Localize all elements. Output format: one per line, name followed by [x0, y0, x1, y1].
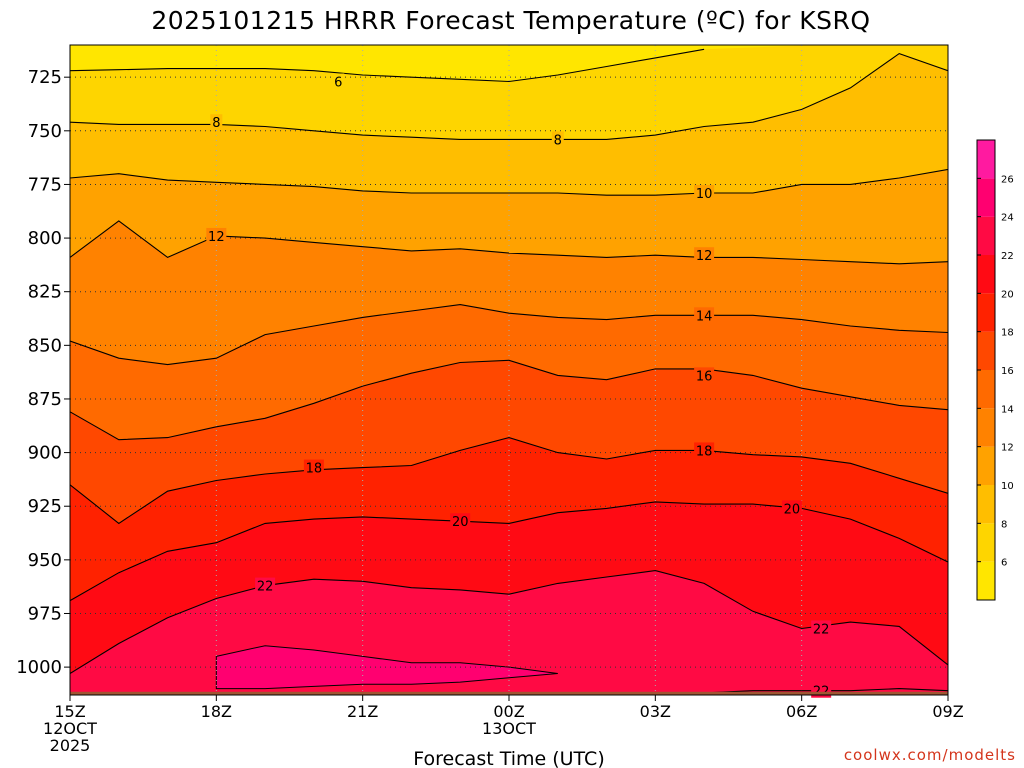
contour-label-bg [811, 620, 832, 636]
contour-label-bg [694, 442, 715, 458]
y-tick-label: 900 [28, 443, 62, 464]
colorbar-band [977, 370, 995, 409]
contour-label: 22 [257, 580, 274, 595]
colorbar-tick-label: 12 [1001, 443, 1014, 454]
colorbar-band [977, 178, 995, 217]
y-tick-label: 750 [28, 121, 62, 142]
x-tick-label: 12OCT [43, 719, 97, 738]
fill-band-24 [215, 645, 558, 690]
x-axis-label: Forecast Time (UTC) [413, 748, 604, 768]
x-tick-label: 21Z [347, 702, 378, 721]
contour-label: 12 [696, 249, 713, 264]
colorbar-band [977, 255, 995, 294]
colorbar-tick-label: 16 [1001, 366, 1014, 377]
x-tick-label: 06Z [786, 702, 817, 721]
colorbar-tick-label: 24 [1001, 213, 1014, 224]
colorbar-tick-label: 8 [1001, 519, 1007, 530]
contour-label-bg [551, 131, 564, 147]
contour-label-bg [206, 227, 227, 243]
y-tick-label: 950 [28, 550, 62, 571]
x-tick-label: 2025 [50, 736, 91, 755]
colorbar-tick-label: 26 [1001, 174, 1014, 185]
contour-label-bg [255, 577, 276, 593]
colorbar-band [977, 140, 995, 179]
colorbar-band [977, 331, 995, 370]
contour-line-22 [70, 570, 948, 674]
contour-label-bg [781, 500, 802, 516]
y-axis: 725 750 775 800 825 850 875 900 925 950 975 1000 [16, 67, 70, 678]
colorbar-tick-label: 14 [1001, 404, 1014, 415]
colorbar-band [977, 293, 995, 332]
x-tick-label: 18Z [201, 702, 232, 721]
contour-label: 10 [696, 187, 713, 202]
y-tick-label: 1000 [16, 657, 62, 678]
contour-label-bg [450, 513, 471, 529]
x-tick-label: 15Z [54, 702, 85, 721]
contour-label: 8 [554, 133, 562, 148]
colorbar-band [977, 561, 995, 600]
y-tick-label: 775 [28, 174, 62, 195]
y-tick-label: 925 [28, 496, 62, 517]
contour-line-18 [70, 437, 948, 525]
y-tick-label: 800 [28, 228, 62, 249]
x-tick-label: 09Z [932, 702, 963, 721]
source-credit: coolwx.com/modelts [844, 746, 1016, 764]
ground-layer [70, 691, 948, 695]
contour-label: 16 [696, 369, 713, 384]
y-tick-label: 850 [28, 335, 62, 356]
grid-layer [70, 45, 948, 695]
contour-line-16 [70, 359, 948, 441]
contour-label-bg [694, 367, 715, 383]
contour-label: 18 [696, 444, 713, 459]
contour-label: 20 [452, 515, 469, 530]
contour-label-bg [694, 185, 715, 201]
contour-label-bg [210, 114, 223, 130]
chart-title: 2025101215 HRRR Forecast Temperature (ºC… [151, 6, 870, 35]
colorbar-tick-label: 22 [1001, 251, 1014, 262]
colorbar-band [977, 523, 995, 562]
colorbar-tick-label: 20 [1001, 289, 1014, 300]
contour-line-10 [70, 168, 948, 196]
contour-label-bg [694, 307, 715, 323]
x-tick-label: 13OCT [482, 719, 536, 738]
contour-line-14 [70, 304, 948, 366]
colorbar-tick-label: 10 [1001, 481, 1014, 492]
contour-label-bg [303, 459, 324, 475]
y-tick-label: 825 [28, 282, 62, 303]
y-tick-label: 725 [28, 67, 62, 88]
colorbar-tick-label: 18 [1001, 328, 1014, 339]
contour-label: 6 [334, 75, 342, 90]
contour-label: 14 [696, 309, 713, 324]
x-tick-label: 03Z [640, 702, 671, 721]
ground-surface [70, 691, 948, 695]
colorbar-band [977, 216, 995, 255]
colorbar-band [977, 485, 995, 524]
contour-label: 18 [306, 462, 323, 477]
temperature-fill-layer [70, 45, 948, 695]
contour-label-bg [332, 73, 345, 89]
colorbar: 6 8 10 12 14 16 18 20 22 24 26 [976, 139, 1014, 601]
contour-label: 12 [208, 230, 225, 245]
contour-label: 22 [813, 622, 830, 637]
y-tick-label: 975 [28, 603, 62, 624]
contour-label: 20 [784, 502, 801, 517]
contour-label-bg [694, 247, 715, 263]
y-tick-label: 875 [28, 389, 62, 410]
x-tick-label: 00Z [493, 702, 524, 721]
colorbar-band [977, 446, 995, 485]
colorbar-band [977, 408, 995, 447]
contour-labels-layer: 688101212141618182020222222 [206, 73, 832, 700]
colorbar-tick-label: 6 [1001, 558, 1007, 569]
contour-label: 8 [212, 116, 220, 131]
contour-line-6 [70, 48, 705, 83]
